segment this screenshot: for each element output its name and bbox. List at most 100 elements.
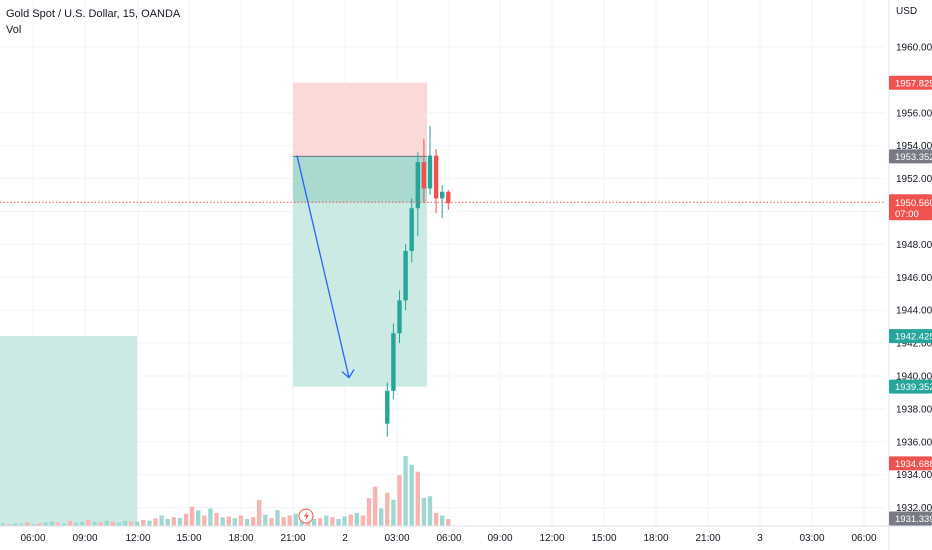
volume-bar: [421, 498, 427, 526]
volume-bar: [37, 523, 42, 526]
volume-bar: [311, 519, 317, 526]
volume-bar: [116, 522, 122, 526]
volume-bar: [147, 520, 152, 526]
volume-bar: [153, 518, 158, 526]
x-tick-label: 18:00: [228, 533, 253, 544]
projection-arrow-head: [341, 369, 355, 379]
target-price-label: 1939.352: [895, 382, 932, 393]
volume-bar: [366, 498, 372, 526]
volume-bar: [92, 521, 97, 526]
y-tick-label: 1960.000: [896, 43, 932, 54]
y-tick-label: 1956.000: [896, 108, 932, 119]
volume-bar: [74, 522, 79, 526]
volume-bar: [6, 524, 12, 526]
x-tick-label: 12:00: [539, 533, 564, 544]
y-tick-label: 1938.000: [896, 404, 932, 415]
volume-bar: [397, 475, 402, 526]
volume-bar: [409, 464, 414, 526]
volume-bar: [433, 512, 439, 526]
volume-bar: [196, 510, 201, 526]
x-tick-label: 06:00: [20, 533, 45, 544]
y-tick-label: 1934.000: [896, 470, 932, 481]
volume-bar: [202, 515, 207, 526]
x-tick-label: 12:00: [125, 533, 150, 544]
y-tick-label: 1952.000: [896, 174, 932, 185]
price-candles[interactable]: [385, 125, 451, 437]
volume-bar: [379, 508, 384, 526]
volume-bar: [55, 522, 61, 526]
candle-body: [403, 250, 408, 301]
price-labels: 1957.825 1953.352 1942.425 1939.352 1934.688…: [889, 75, 932, 526]
last-price-label: 1931.339: [895, 514, 932, 525]
axis-currency: USD: [896, 6, 917, 17]
stop-price-label-bg: [889, 75, 932, 90]
volume-bar: [25, 522, 30, 526]
volume-bar: [49, 521, 54, 526]
y-tick-label: 1940.000: [896, 372, 932, 383]
volume-bar: [0, 523, 6, 526]
candle-body: [427, 155, 433, 189]
volume-bar: [13, 523, 18, 526]
volume-bar: [104, 520, 109, 526]
x-tick-label: 2: [342, 533, 348, 544]
zone-price-label-bg: [889, 329, 932, 344]
volume-bar: [226, 516, 231, 526]
volume-bar: [446, 519, 451, 526]
grid-lines: [0, 0, 885, 526]
volume-bar: [354, 512, 359, 526]
x-tick-label: 06:00: [851, 533, 876, 544]
candle-body: [446, 191, 451, 204]
volume-bar: [86, 519, 91, 526]
volume-bar: [238, 515, 244, 526]
candle-body: [391, 333, 396, 391]
volume-bar: [98, 522, 103, 526]
volume-bar: [43, 522, 48, 526]
target-price-label-bg: [889, 379, 932, 394]
x-tick-label: 03:00: [799, 533, 824, 544]
volume-bar: [183, 513, 189, 526]
last-price-label-bg: [889, 511, 932, 526]
volume-bar: [165, 519, 170, 526]
position-zones[interactable]: [0, 82, 427, 526]
x-tick-label: 15:00: [591, 533, 616, 544]
volume-indicator-label: Vol: [6, 24, 22, 36]
y-tick-label: 1944.000: [896, 306, 932, 317]
volume-bar: [275, 510, 280, 526]
volume-bar: [220, 517, 225, 526]
stop-loss-zone: [293, 82, 427, 157]
y-tick-label: 1932.000: [896, 503, 932, 514]
volume-bar: [61, 523, 67, 526]
volume-bar: [372, 486, 378, 526]
volume-bar: [171, 517, 176, 526]
volume-bar: [31, 524, 36, 526]
y-tick-label: 1942.000: [896, 339, 932, 350]
volume-bar: [189, 506, 195, 526]
volume-bar: [385, 492, 390, 526]
volume-bar: [415, 471, 420, 526]
lightning-icon-glyph: [304, 511, 309, 521]
bar-countdown-label: 07:00: [895, 209, 919, 220]
open-profit-zone: [293, 156, 427, 203]
x-tick-label: 09:00: [487, 533, 512, 544]
volume-bar: [67, 520, 73, 526]
volume-bar: [324, 515, 329, 526]
candle-body: [433, 155, 439, 199]
volume-bar: [19, 523, 24, 526]
volume-bar: [427, 496, 433, 526]
volume-bar: [293, 513, 298, 526]
x-tick-label: 3: [757, 533, 763, 544]
candle-body: [385, 390, 390, 424]
candle-body: [440, 191, 445, 199]
y-tick-label: 1946.000: [896, 273, 932, 284]
stop-price-label: 1957.825: [895, 78, 932, 89]
volume-bar: [342, 516, 347, 526]
time-axis[interactable]: 06:00 09:00 12:00 15:00 18:00 21:00 2 03:00 06:0…: [0, 525, 932, 544]
volume-bar: [403, 456, 408, 526]
candle-body: [415, 162, 420, 209]
volume-bar: [141, 519, 146, 526]
volume-bar: [440, 515, 445, 526]
volume-bar: [128, 521, 134, 526]
volume-bar: [250, 517, 256, 526]
y-tick-label: 1948.000: [896, 240, 932, 251]
